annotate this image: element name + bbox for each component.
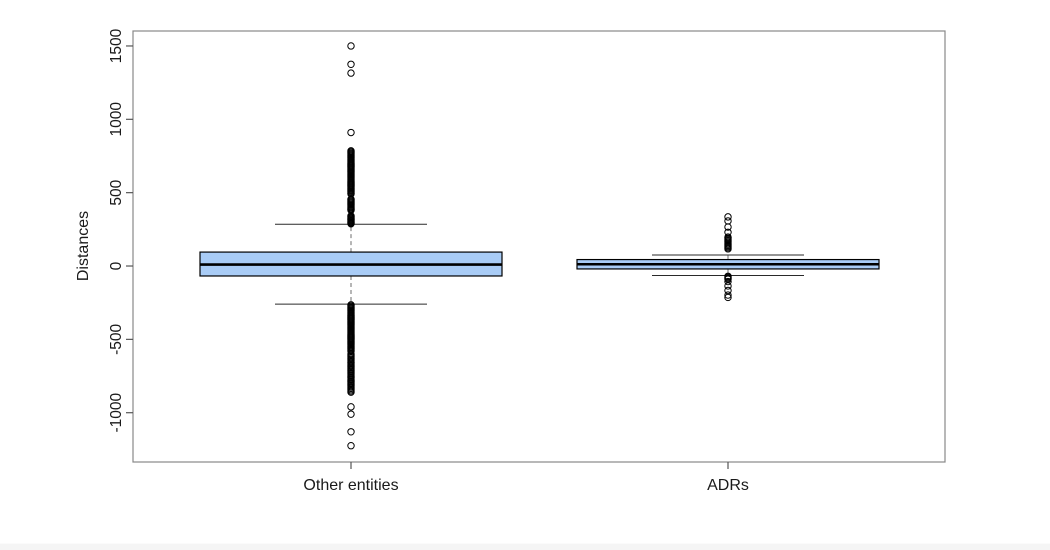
y-tick-label: -500 — [108, 323, 125, 354]
outlier-point-adrs — [724, 245, 732, 253]
outlier-point-adrs — [724, 277, 732, 286]
outlier-point-other-entities — [347, 60, 355, 69]
x-category-label-adrs: ADRs — [707, 477, 749, 494]
outlier-point-adrs — [724, 217, 732, 225]
outlier-point-other-entities — [347, 42, 355, 50]
y-tick-label: 0 — [108, 261, 125, 270]
outlier-point-adrs — [724, 282, 732, 290]
outlier-point-adrs — [724, 293, 732, 302]
outlier-point-other-entities — [347, 403, 355, 411]
outlier-point-other-entities — [347, 410, 355, 418]
outlier-point-other-entities — [347, 428, 355, 436]
y-tick-label: 1500 — [108, 28, 125, 63]
y-axis-title: Distances — [75, 211, 92, 281]
x-category-label-other-entities: Other entities — [303, 477, 398, 494]
outlier-point-other-entities — [347, 388, 355, 396]
outlier-point-adrs — [724, 213, 732, 221]
outlier-point-adrs — [724, 223, 732, 231]
chart-generated: -1000 -500 0 500 1000 1500 — [108, 28, 946, 469]
outlier-point-other-entities — [347, 220, 355, 228]
y-tick-label: -1000 — [108, 393, 125, 433]
footer-strip — [0, 543, 1050, 550]
plot-frame — [132, 30, 946, 463]
y-tick-label: 1000 — [108, 102, 125, 137]
outlier-point-other-entities — [347, 69, 355, 77]
outlier-point-other-entities — [347, 128, 355, 137]
y-tick-label: 500 — [108, 179, 125, 205]
outlier-point-adrs — [724, 291, 732, 299]
outlier-point-other-entities — [347, 442, 355, 450]
